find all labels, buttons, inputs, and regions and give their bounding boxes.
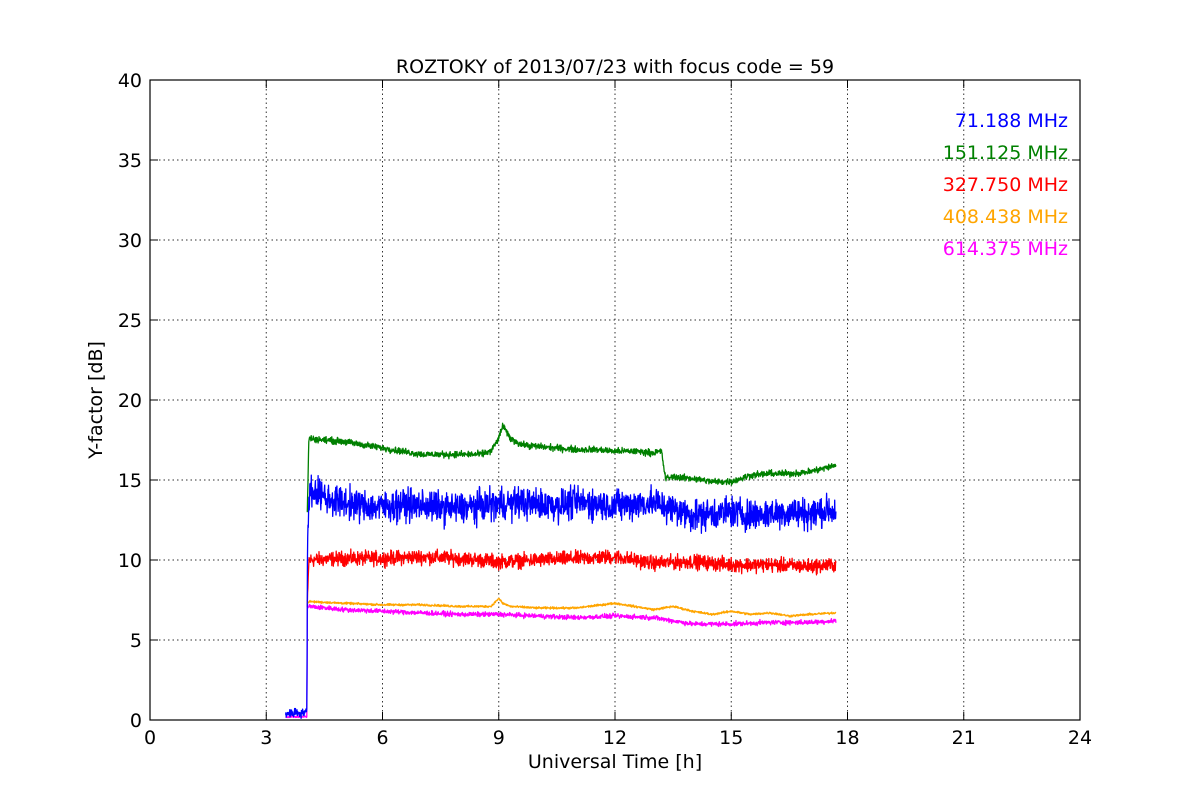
legend: 71.188 MHz 151.125 MHz 327.750 MHz 408.438 …: [943, 110, 1068, 260]
series-line-1: [306, 422, 837, 513]
chart-title: ROZTOKY of 2013/07/23 with focus code = …: [396, 56, 834, 78]
x-tick-label: 15: [719, 727, 743, 749]
grid-lines: [150, 80, 1080, 720]
x-tick-label: 18: [835, 727, 859, 749]
x-axis-label: Universal Time [h]: [528, 751, 702, 773]
axis-ticks: 0 3 6 9 12 15 18 21 24 0 5 10 15 20 25 30 35 40: [118, 70, 1092, 749]
x-tick-label: 3: [260, 727, 272, 749]
y-tick-label: 0: [130, 710, 142, 732]
y-tick-label: 35: [118, 150, 142, 172]
legend-entry-3: 408.438 MHz: [943, 206, 1068, 228]
y-tick-label: 30: [118, 230, 142, 252]
legend-entry-1: 151.125 MHz: [943, 142, 1068, 164]
y-tick-label: 40: [118, 70, 142, 92]
series-line-4: [285, 603, 837, 719]
y-axis-label: Y-factor [dB]: [85, 341, 107, 460]
y-tick-label: 5: [130, 630, 142, 652]
legend-entry-4: 614.375 MHz: [943, 238, 1068, 260]
legend-entry-2: 327.750 MHz: [943, 174, 1068, 196]
series-line-0: [284, 474, 837, 720]
x-tick-label: 0: [144, 727, 156, 749]
x-tick-label: 6: [376, 727, 388, 749]
y-tick-label: 25: [118, 310, 142, 332]
series-line-2: [306, 548, 837, 608]
x-tick-label: 24: [1068, 727, 1092, 749]
series-layer: [284, 422, 837, 720]
y-tick-label: 15: [118, 470, 142, 492]
y-tick-label: 10: [118, 550, 142, 572]
x-tick-label: 21: [952, 727, 976, 749]
x-tick-label: 9: [493, 727, 505, 749]
x-tick-label: 12: [603, 727, 627, 749]
y-tick-label: 20: [118, 390, 142, 412]
legend-entry-0: 71.188 MHz: [955, 110, 1068, 132]
series-line-3: [306, 597, 837, 618]
